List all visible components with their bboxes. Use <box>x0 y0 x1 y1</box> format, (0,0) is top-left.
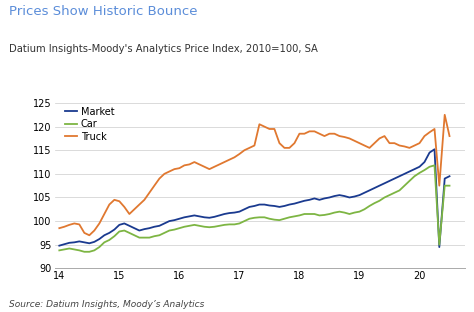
Legend: Market, Car, Truck: Market, Car, Truck <box>64 105 117 144</box>
Truck <box>156 177 162 180</box>
Car <box>82 250 87 254</box>
Truck <box>56 226 62 230</box>
Market <box>342 194 347 198</box>
Car <box>432 163 438 167</box>
Truck <box>166 170 172 173</box>
Market <box>447 174 452 178</box>
Market <box>437 245 442 249</box>
Market <box>162 222 167 225</box>
Market <box>432 147 438 151</box>
Market <box>56 244 62 247</box>
Car <box>156 233 162 237</box>
Car <box>287 215 292 219</box>
Car <box>221 223 227 227</box>
Truck <box>346 137 352 140</box>
Car <box>346 212 352 216</box>
Market <box>152 225 157 229</box>
Truck <box>447 134 452 138</box>
Line: Truck: Truck <box>59 115 449 235</box>
Car <box>56 248 62 252</box>
Truck <box>217 163 222 166</box>
Truck <box>442 113 447 117</box>
Text: Datium Insights-Moody's Analytics Price Index, 2010=100, SA: Datium Insights-Moody's Analytics Price … <box>9 44 319 54</box>
Text: Source: Datium Insights, Moody’s Analytics: Source: Datium Insights, Moody’s Analyti… <box>9 300 205 309</box>
Market <box>211 215 217 219</box>
Car <box>447 184 452 188</box>
Line: Market: Market <box>59 149 449 247</box>
Line: Car: Car <box>59 165 449 252</box>
Market <box>282 204 287 208</box>
Car <box>217 224 222 228</box>
Truck <box>287 146 292 150</box>
Truck <box>86 233 92 237</box>
Market <box>217 213 222 217</box>
Text: Prices Show Historic Bounce: Prices Show Historic Bounce <box>9 5 198 18</box>
Car <box>166 229 172 232</box>
Truck <box>221 160 227 164</box>
